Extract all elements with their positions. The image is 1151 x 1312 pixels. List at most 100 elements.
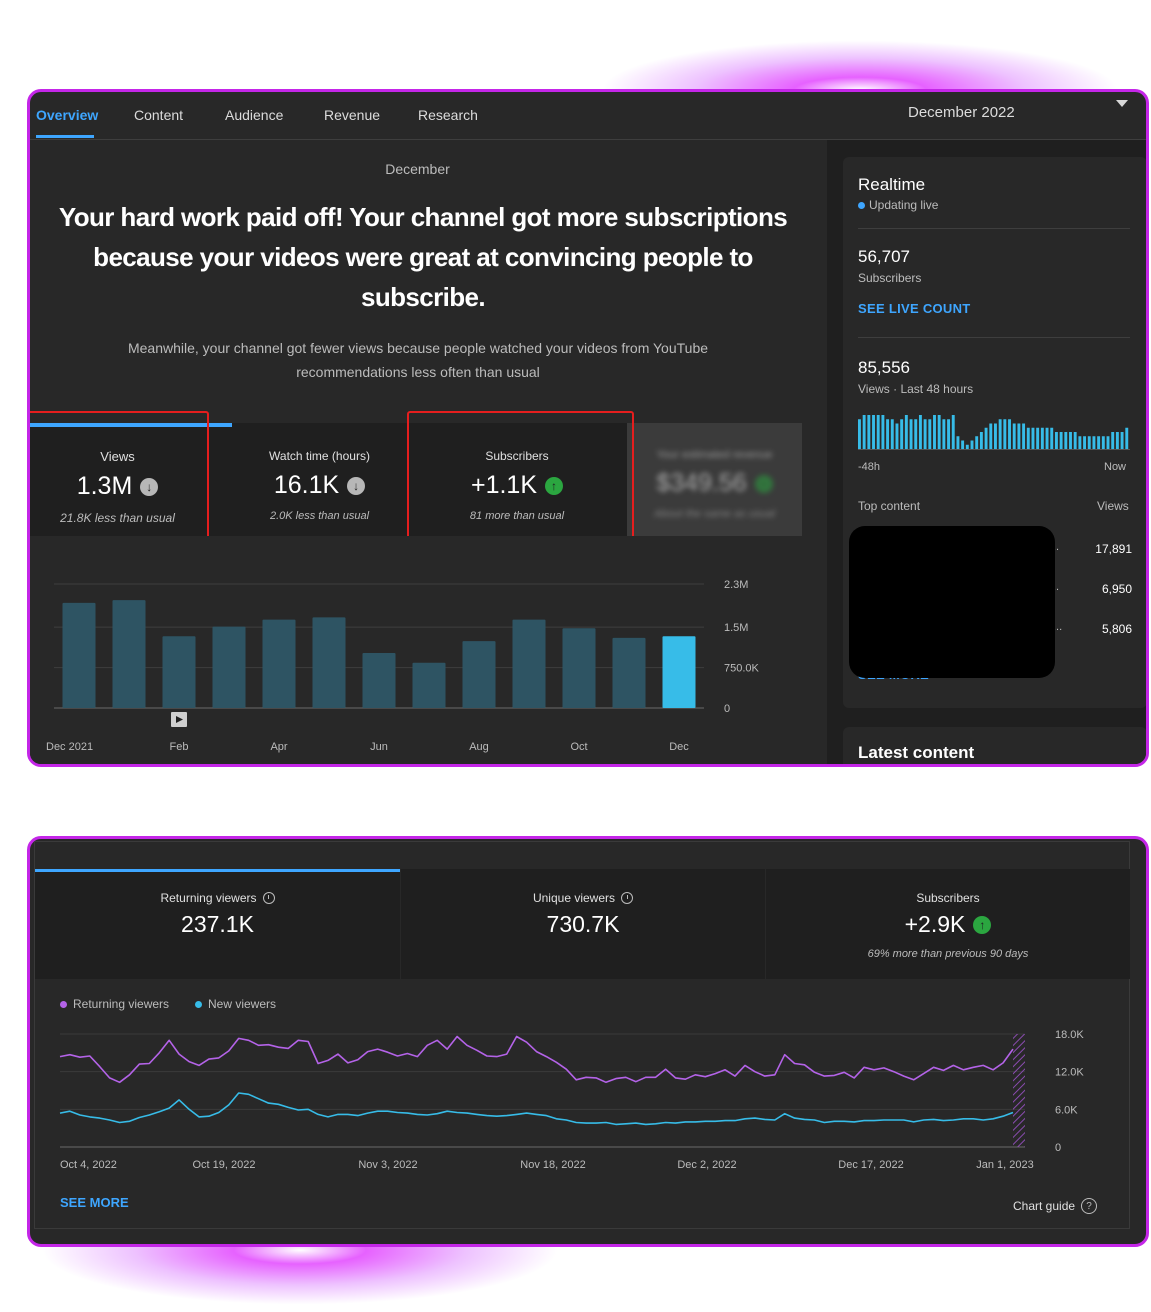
bar	[1101, 436, 1105, 449]
metric-value: +1.1K	[470, 471, 538, 499]
bar	[1026, 427, 1030, 449]
bar	[872, 415, 875, 449]
chart-guide-button[interactable]: Chart guide ?	[1013, 1198, 1098, 1214]
latest-content-card: Latest content	[843, 727, 1146, 764]
bar	[162, 636, 196, 708]
bar	[262, 619, 296, 708]
month-label: December	[385, 161, 450, 177]
views-count: 85,556	[858, 358, 910, 377]
overview-main: December Your hard work paid off! Your c…	[30, 140, 827, 764]
active-tab-indicator	[36, 135, 94, 138]
legend-new[interactable]: New viewers	[195, 997, 276, 1011]
top-content-label: Top content	[858, 499, 921, 513]
divider	[858, 228, 1130, 229]
bar	[909, 419, 913, 449]
card-returning-viewers[interactable]: Returning viewers 237.1K	[35, 869, 400, 979]
tab-bar: Overview Content Audience Revenue Resear…	[30, 92, 1146, 140]
metric-title: Watch time (hours)	[269, 449, 370, 463]
clock-icon	[262, 892, 275, 904]
highlight-box-views	[30, 411, 209, 549]
card-unique-viewers[interactable]: Unique viewers 730.7K	[401, 869, 765, 979]
bar	[1106, 436, 1110, 449]
chart-guide-label: Chart guide	[1013, 1199, 1076, 1213]
y-tick-label: 12.0K	[1055, 1067, 1084, 1079]
redacted-thumbnails	[849, 526, 1055, 678]
bar	[904, 415, 908, 449]
metric-value-row: +1.1K ↑	[407, 471, 627, 500]
scroll-indicator	[226, 836, 284, 839]
subscribers-count: 56,707	[858, 247, 910, 266]
bar	[876, 415, 880, 449]
incomplete-data-band	[1013, 1034, 1025, 1147]
new-viewers-line	[59, 1092, 1014, 1126]
card-subscribers[interactable]: Subscribers +2.9K ↑ 69% more than previo…	[766, 869, 1130, 979]
card-value-row: +2.9K ↑	[766, 911, 1130, 938]
legend-returning[interactable]: Returning viewers	[60, 997, 169, 1011]
bar	[900, 419, 904, 449]
tab-audience[interactable]: Audience	[225, 107, 284, 123]
metric-value-row: $349.56 ·	[627, 469, 802, 498]
metric-card-watch-time[interactable]: Watch time (hours) 16.1K ↓ 2.0K less tha…	[232, 423, 407, 536]
realtime-views-chart	[858, 415, 1130, 450]
metric-card-views[interactable]: Views 1.3M ↓ 21.8K less than usual	[30, 423, 232, 536]
metric-card-revenue[interactable]: Your estimated revenue $349.56 · About t…	[627, 423, 802, 536]
bar	[951, 415, 955, 449]
overview-panel: Overview Content Audience Revenue Resear…	[27, 89, 1149, 767]
bar	[1078, 436, 1082, 449]
bar	[942, 419, 946, 449]
x-tick-label: Aug	[469, 741, 489, 753]
bar	[1120, 432, 1124, 449]
bar	[933, 415, 936, 449]
content-views: 6,950	[1101, 582, 1132, 596]
bar	[1012, 423, 1016, 449]
live-status-text: Updating live	[869, 198, 939, 212]
content-title-truncated: ...	[1053, 621, 1063, 633]
bar	[512, 619, 546, 708]
see-more-link[interactable]: SEE MORE	[60, 1195, 129, 1210]
tab-content[interactable]: Content	[134, 107, 184, 123]
x-tick-label: Oct 4, 2022	[60, 1159, 117, 1171]
bar	[362, 653, 396, 708]
bar	[928, 419, 932, 449]
chevron-down-icon[interactable]	[1116, 100, 1128, 107]
metric-title: Subscribers	[485, 449, 549, 463]
metric-value: $349.56	[656, 469, 747, 497]
card-comparison: 69% more than previous 90 days	[867, 948, 1029, 960]
tab-overview[interactable]: Overview	[36, 107, 99, 123]
highlight-box-subscribers	[407, 411, 634, 549]
summary-text: Meanwhile, your channel got fewer views …	[127, 340, 709, 380]
metric-card-subscribers[interactable]: Subscribers +1.1K ↑ 81 more than usual	[407, 423, 627, 536]
bar	[998, 419, 1002, 449]
bar	[62, 602, 96, 708]
legend-dot-icon	[195, 1000, 202, 1008]
bar	[1083, 436, 1087, 449]
see-live-count-link[interactable]: SEE LIVE COUNT	[858, 301, 971, 316]
card-value: 237.1K	[181, 911, 254, 937]
x-tick-label: Jun	[370, 741, 388, 753]
bar	[1087, 436, 1091, 449]
bar	[1111, 432, 1115, 449]
bar	[895, 423, 899, 449]
tab-research[interactable]: Research	[418, 107, 478, 123]
divider	[858, 337, 1130, 338]
tab-revenue[interactable]: Revenue	[324, 107, 381, 123]
latest-content-title: Latest content	[858, 743, 975, 762]
axis-end-label: Now	[1104, 461, 1127, 473]
views-column-label: Views	[1097, 499, 1129, 513]
bar	[1069, 432, 1072, 449]
content-title-truncated: ..	[1053, 581, 1060, 593]
period-label[interactable]: December 2022	[908, 104, 1015, 121]
bar	[1040, 427, 1044, 449]
bar	[937, 415, 941, 449]
x-tick-label: Jan 1, 2023	[976, 1159, 1034, 1171]
bar	[881, 415, 885, 449]
realtime-title: Realtime	[858, 175, 926, 194]
bar	[662, 636, 696, 708]
legend-label: Returning viewers	[73, 997, 170, 1011]
card-value: +2.9K	[904, 911, 966, 937]
bar	[862, 415, 866, 449]
metric-comparison: 81 more than usual	[469, 510, 565, 522]
bar	[212, 626, 246, 708]
bar	[1097, 436, 1101, 449]
returning-viewers-line	[59, 1035, 1014, 1084]
